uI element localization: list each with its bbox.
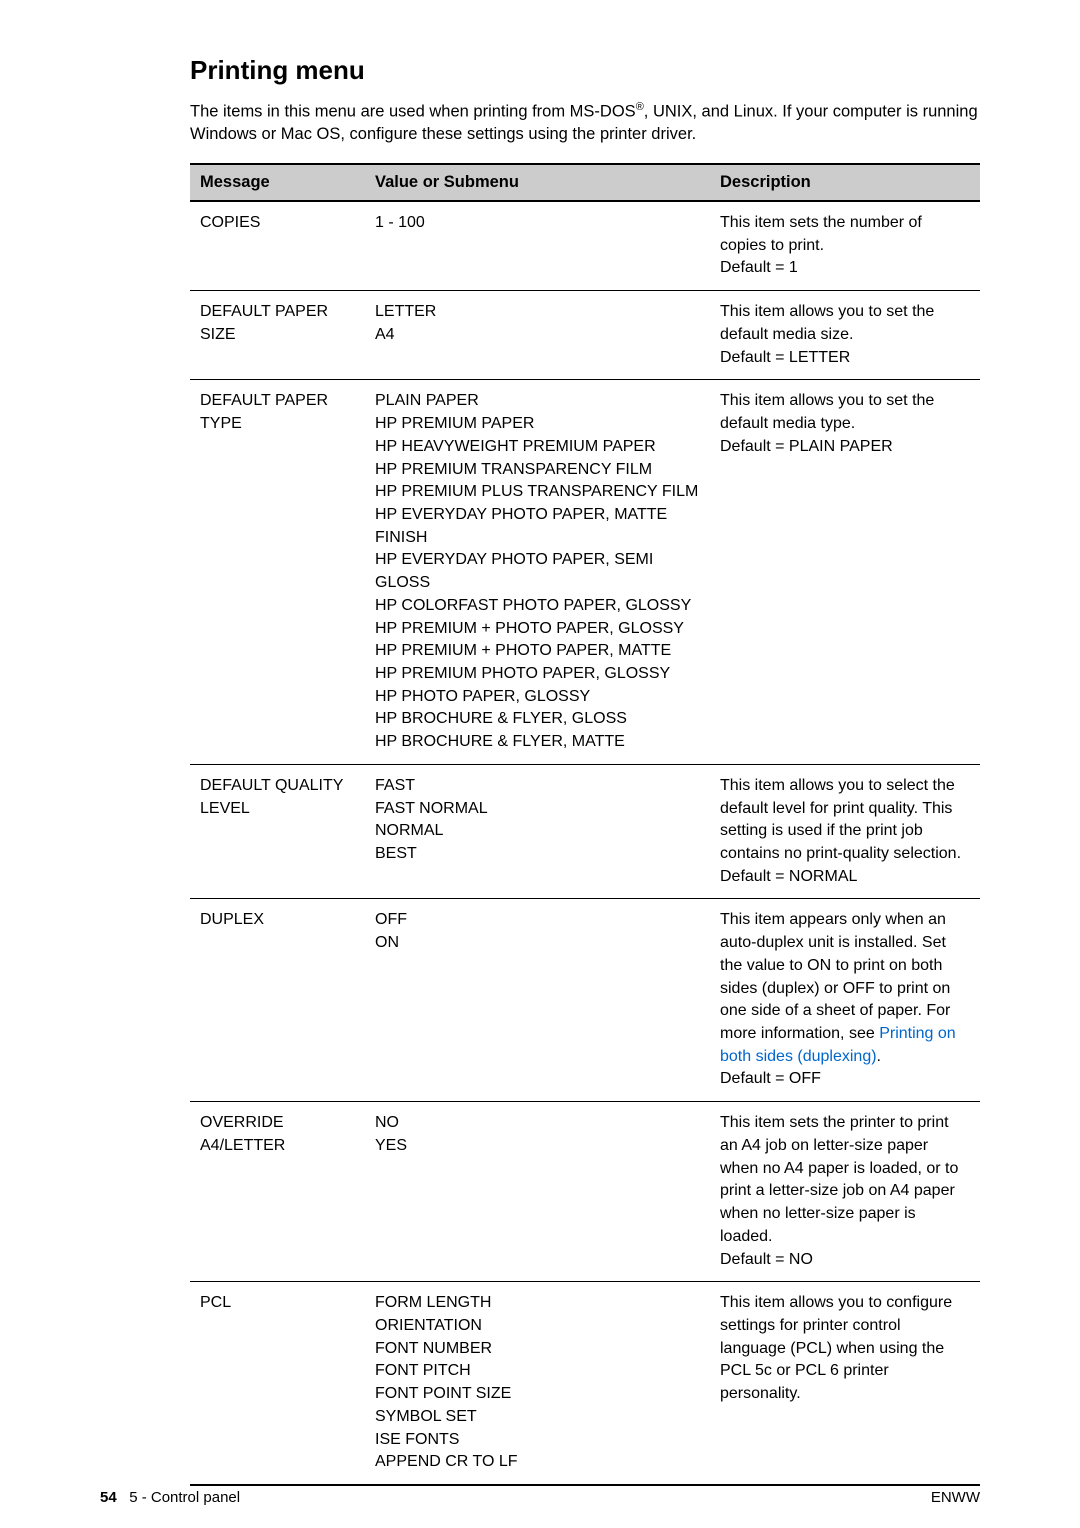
intro-paragraph: The items in this menu are used when pri…: [190, 100, 980, 145]
cell-description: This item allows you to set the default …: [710, 291, 980, 380]
cell-message: DUPLEX: [190, 899, 365, 1102]
header-message: Message: [190, 164, 365, 201]
footer-left: 54 5 - Control panel: [100, 1489, 240, 1506]
cell-value: PLAIN PAPERHP PREMIUM PAPERHP HEAVYWEIGH…: [365, 380, 710, 765]
table-row: DUPLEXOFFONThis item appears only when a…: [190, 899, 980, 1102]
footer-chapter: 5 - Control panel: [129, 1489, 240, 1506]
value-line: ORIENTATION: [375, 1315, 700, 1338]
table-body: COPIES 1 - 100 This item sets the number o…: [190, 201, 980, 1485]
value-line: FAST: [375, 775, 700, 798]
value-line: FORM LENGTH: [375, 1292, 700, 1315]
table-row: DEFAULT PAPER TYPEPLAIN PAPERHP PREMIUM …: [190, 380, 980, 765]
cell-message: DEFAULT QUALITY LEVEL: [190, 764, 365, 899]
value-line: OFF: [375, 909, 700, 932]
intro-text-1: The items in this menu are used when pri…: [190, 103, 636, 121]
value-line: NO: [375, 1112, 700, 1135]
cell-message: OVERRIDE A4/LETTER: [190, 1102, 365, 1282]
table-row: DEFAULT PAPER SIZELETTERA4This item allo…: [190, 291, 980, 380]
value-line: ISE FONTS: [375, 1429, 700, 1452]
value-line: FONT NUMBER: [375, 1338, 700, 1361]
printing-menu-table: Message Value or Submenu Description COP…: [190, 163, 980, 1486]
cell-value: 1 - 100: [365, 201, 710, 291]
cell-message: PCL: [190, 1282, 365, 1485]
table-header-row: Message Value or Submenu Description: [190, 164, 980, 201]
page-container: Printing menu The items in this menu are…: [0, 0, 1080, 1528]
value-line: HP PHOTO PAPER, GLOSSY: [375, 686, 700, 709]
value-line: HP PREMIUM TRANSPARENCY FILM: [375, 459, 700, 482]
footer-page-number: 54: [100, 1489, 117, 1506]
value-line: HP HEAVYWEIGHT PREMIUM PAPER: [375, 436, 700, 459]
cell-message: COPIES: [190, 201, 365, 291]
value-line: FONT PITCH: [375, 1360, 700, 1383]
value-line: HP PREMIUM PAPER: [375, 413, 700, 436]
value-line: HP EVERYDAY PHOTO PAPER, SEMI GLOSS: [375, 549, 700, 594]
value-line: BEST: [375, 843, 700, 866]
value-line: HP PREMIUM + PHOTO PAPER, GLOSSY: [375, 618, 700, 641]
value-line: FONT POINT SIZE: [375, 1383, 700, 1406]
value-line: A4: [375, 324, 700, 347]
cell-value: NOYES: [365, 1102, 710, 1282]
footer-right: ENWW: [931, 1489, 980, 1506]
cell-value: FASTFAST NORMALNORMALBEST: [365, 764, 710, 899]
description-text: This item appears only when an auto-dupl…: [720, 911, 950, 1042]
header-description: Description: [710, 164, 980, 201]
cell-description: This item allows you to set the default …: [710, 380, 980, 765]
cell-message: DEFAULT PAPER SIZE: [190, 291, 365, 380]
value-line: LETTER: [375, 301, 700, 324]
cell-value: FORM LENGTHORIENTATIONFONT NUMBERFONT PI…: [365, 1282, 710, 1485]
header-value: Value or Submenu: [365, 164, 710, 201]
table-row: DEFAULT QUALITY LEVELFASTFAST NORMALNORM…: [190, 764, 980, 899]
value-line: PLAIN PAPER: [375, 390, 700, 413]
cell-description: This item sets the number of copies to p…: [710, 201, 980, 291]
cell-message: DEFAULT PAPER TYPE: [190, 380, 365, 765]
table-row: PCLFORM LENGTHORIENTATIONFONT NUMBERFONT…: [190, 1282, 980, 1485]
cell-description: This item allows you to configure settin…: [710, 1282, 980, 1485]
value-line: FAST NORMAL: [375, 798, 700, 821]
value-line: HP COLORFAST PHOTO PAPER, GLOSSY: [375, 595, 700, 618]
cell-description: This item sets the printer to print an A…: [710, 1102, 980, 1282]
value-line: YES: [375, 1135, 700, 1158]
cell-description: This item allows you to select the defau…: [710, 764, 980, 899]
value-line: ON: [375, 932, 700, 955]
page-footer: 54 5 - Control panel ENWW: [0, 1489, 1080, 1506]
value-line: HP PREMIUM PLUS TRANSPARENCY FILM: [375, 481, 700, 504]
value-line: HP PREMIUM PHOTO PAPER, GLOSSY: [375, 663, 700, 686]
cell-value: LETTERA4: [365, 291, 710, 380]
value-line: APPEND CR TO LF: [375, 1451, 700, 1474]
value-line: HP BROCHURE & FLYER, GLOSS: [375, 708, 700, 731]
value-line: 1 - 100: [375, 212, 700, 235]
cell-value: OFFON: [365, 899, 710, 1102]
value-line: SYMBOL SET: [375, 1406, 700, 1429]
registered-symbol: ®: [636, 101, 644, 113]
table-row: COPIES 1 - 100 This item sets the number o…: [190, 201, 980, 291]
value-line: NORMAL: [375, 820, 700, 843]
section-title: Printing menu: [190, 55, 980, 86]
cell-description: This item appears only when an auto-dupl…: [710, 899, 980, 1102]
value-line: HP BROCHURE & FLYER, MATTE: [375, 731, 700, 754]
value-line: HP PREMIUM + PHOTO PAPER, MATTE: [375, 640, 700, 663]
table-row: OVERRIDE A4/LETTERNOYESThis item sets th…: [190, 1102, 980, 1282]
value-line: HP EVERYDAY PHOTO PAPER, MATTE FINISH: [375, 504, 700, 549]
